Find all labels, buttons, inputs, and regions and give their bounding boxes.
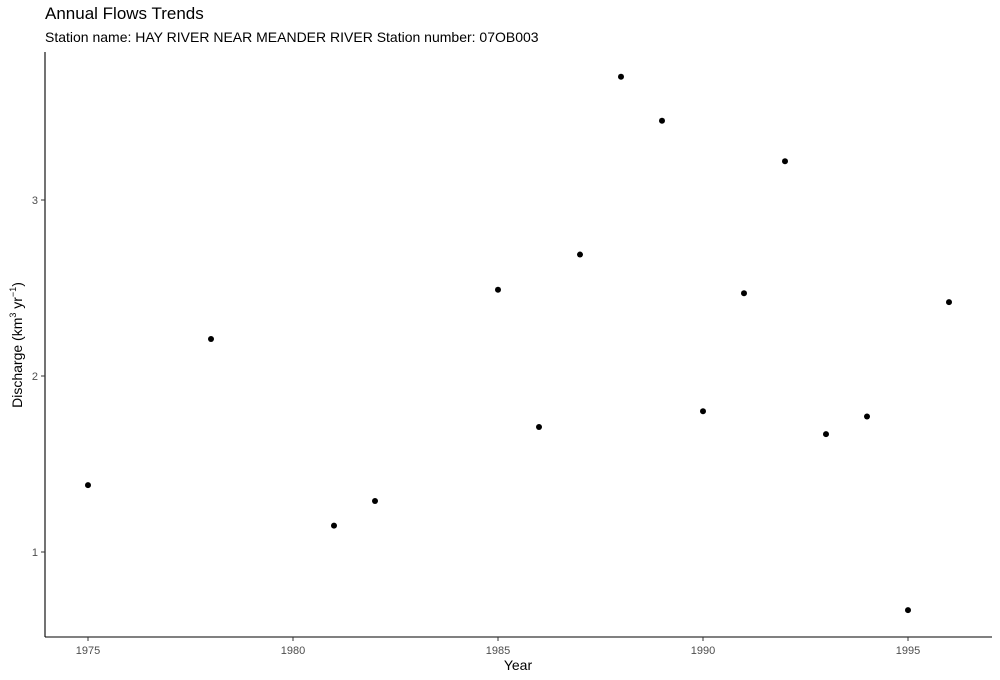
data-point: [208, 336, 214, 343]
y-tick-label: 1: [32, 547, 38, 559]
y-axis-title-suffix: ): [9, 282, 25, 287]
x-tick-label: 1995: [896, 645, 920, 657]
y-axis-title-rate-superscript: −1: [8, 287, 18, 297]
y-axis-title: Discharge (km3 yr−1): [8, 282, 25, 408]
data-point: [659, 117, 665, 124]
data-point: [85, 482, 91, 489]
y-tick-label: 2: [32, 371, 38, 383]
data-point: [782, 158, 788, 165]
y-axis-title-unit-superscript: 3: [8, 313, 18, 318]
data-points: [85, 73, 952, 614]
data-point: [577, 251, 583, 258]
data-point: [823, 431, 829, 438]
y-axis-title-middle: yr: [9, 297, 25, 313]
axes: [44, 52, 992, 638]
data-point: [905, 607, 911, 614]
chart-subtitle: Station name: HAY RIVER NEAR MEANDER RIV…: [45, 29, 539, 45]
data-point: [618, 73, 624, 80]
data-point: [495, 286, 501, 293]
x-axis-title: Year: [504, 657, 533, 673]
data-point: [536, 424, 542, 431]
data-point: [741, 290, 747, 297]
y-axis-title-prefix: Discharge (km: [9, 318, 25, 408]
x-tick-label: 1980: [281, 645, 305, 657]
x-tick-label: 1990: [691, 645, 715, 657]
x-tick-label: 1975: [76, 645, 100, 657]
data-point: [864, 413, 870, 420]
x-tick-label: 1985: [486, 645, 510, 657]
y-ticks: 1 2 3: [32, 195, 45, 559]
chart-title: Annual Flows Trends: [45, 4, 204, 23]
data-point: [372, 497, 378, 504]
x-ticks: 1975 1980 1985 1990 1995: [76, 637, 920, 657]
y-tick-label: 3: [32, 195, 38, 207]
data-point: [700, 408, 706, 415]
data-point: [946, 299, 952, 306]
data-point: [331, 522, 337, 529]
